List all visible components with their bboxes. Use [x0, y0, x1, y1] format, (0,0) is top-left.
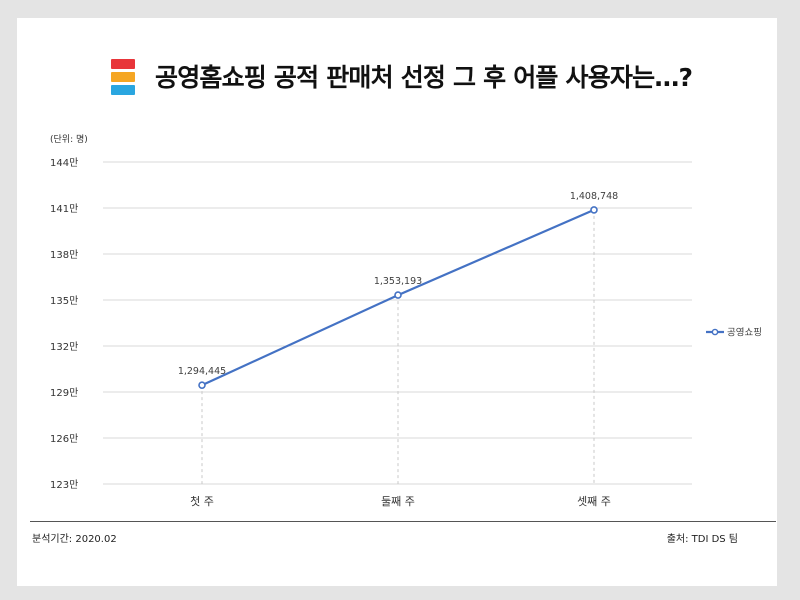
x-tick-label: 첫 주: [190, 495, 214, 508]
unit-label: (단위: 명): [50, 135, 88, 145]
data-label: 1,294,445: [178, 366, 226, 377]
data-point: [590, 206, 598, 214]
y-tick-label: 129만: [50, 387, 78, 399]
y-tick-label: 144만: [50, 157, 78, 169]
logo-bar-blue: [111, 85, 135, 95]
logo-icon: [111, 59, 135, 95]
y-tick-label: 132만: [50, 341, 78, 353]
data-point: [394, 291, 402, 299]
data-label: 1,353,193: [374, 276, 422, 287]
y-tick-label: 138만: [50, 249, 78, 261]
legend-entry: 공영쇼핑: [727, 328, 762, 339]
y-tick-label: 123만: [50, 479, 78, 491]
x-tick-label: 둘째 주: [381, 495, 415, 508]
y-tick-label: 141만: [50, 203, 78, 215]
data-point: [198, 381, 206, 389]
y-tick-label: 135만: [50, 295, 78, 307]
footer-divider: [30, 521, 776, 522]
page-title: 공영홈쇼핑 공적 판매처 선정 그 후 어플 사용자는…?: [155, 63, 693, 92]
logo-bar-orange: [111, 72, 135, 82]
legend-swatch-marker: [711, 328, 719, 336]
data-source: 출처: TDI DS 팀: [666, 534, 738, 545]
x-tick-label: 셋째 주: [577, 495, 611, 508]
slide-background: [17, 18, 777, 586]
logo-bar-red: [111, 59, 135, 69]
analysis-period: 분석기간: 2020.02: [32, 534, 117, 545]
data-label: 1,408,748: [570, 191, 618, 202]
y-tick-label: 126만: [50, 433, 78, 445]
